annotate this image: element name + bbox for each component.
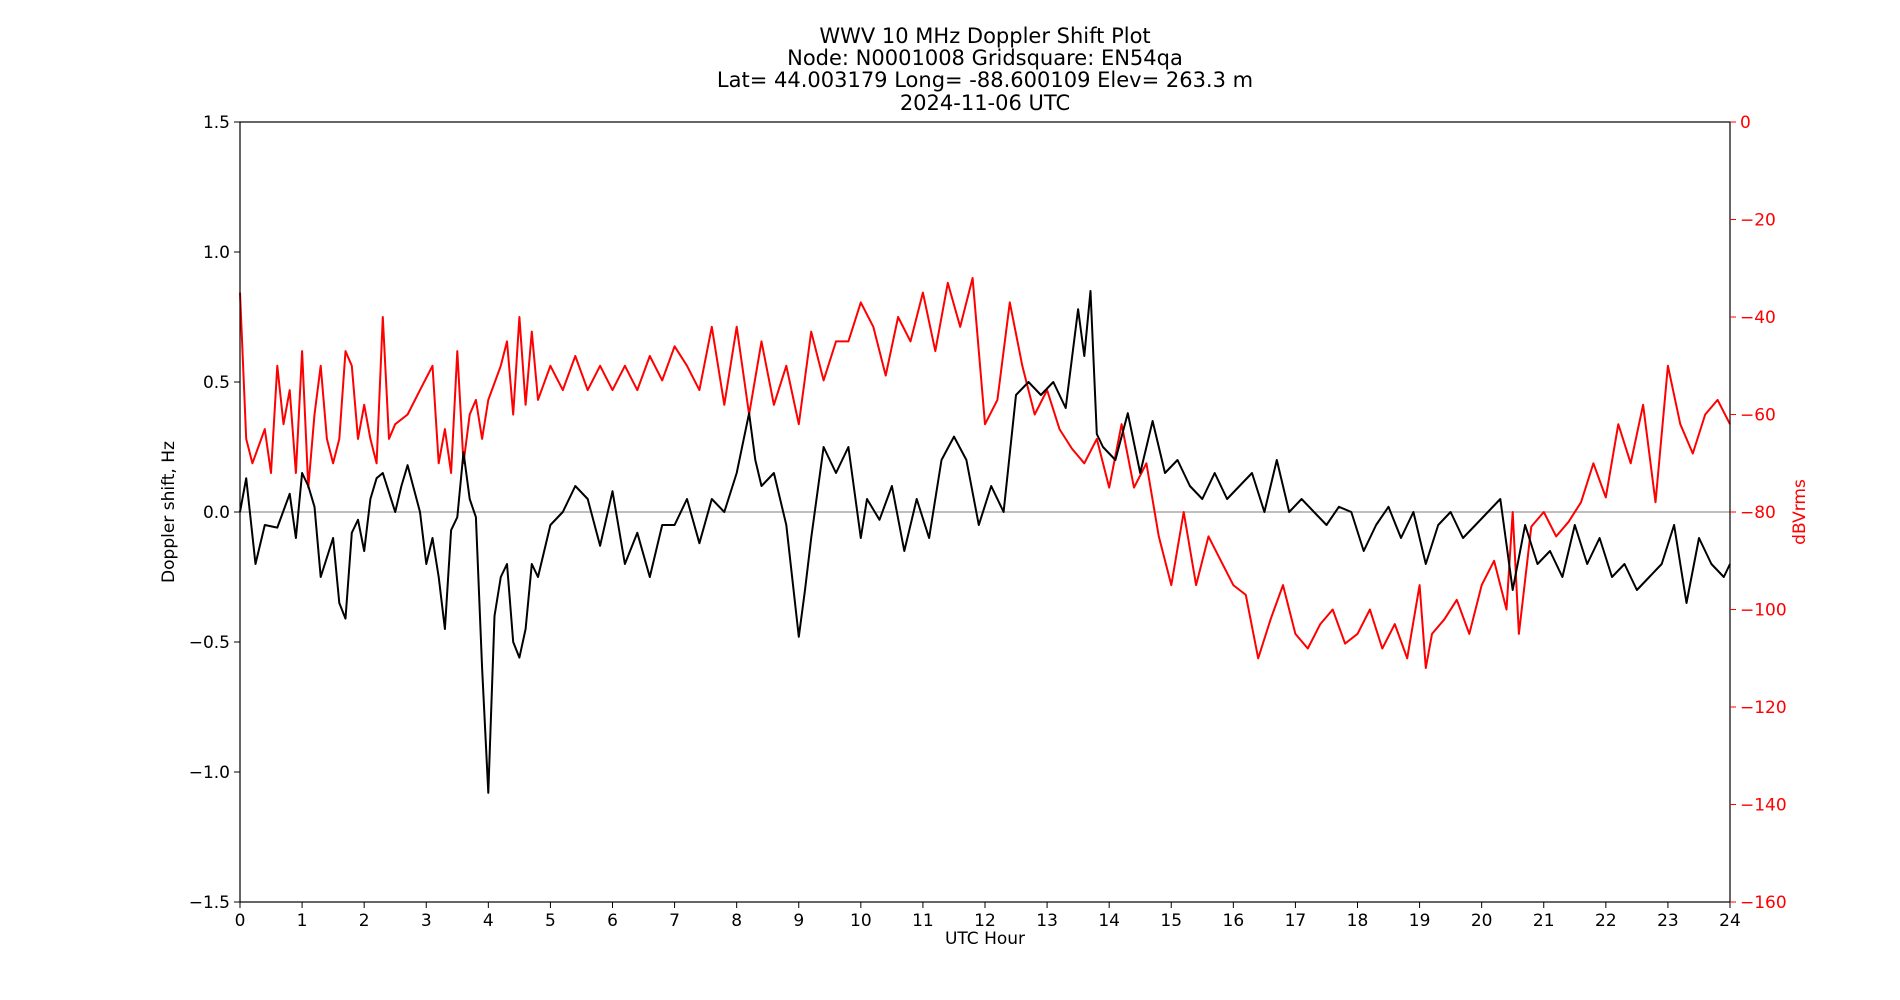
x-tick-label: 20 xyxy=(1471,911,1493,931)
left-tick-label: −1.5 xyxy=(189,893,230,913)
plot-area xyxy=(239,121,1731,903)
x-tick-label: 13 xyxy=(1036,911,1058,931)
right-tick-label: −100 xyxy=(1740,601,1787,621)
x-tick-label: 0 xyxy=(235,911,246,931)
right-axis-label: dBVrms xyxy=(1790,479,1810,545)
right-tick-label: −80 xyxy=(1740,503,1776,523)
x-tick-label: 12 xyxy=(974,911,996,931)
left-tick-label: 1.5 xyxy=(203,113,230,133)
right-tick-label: 0 xyxy=(1740,113,1751,133)
x-tick-label: 10 xyxy=(850,911,872,931)
x-tick-label: 22 xyxy=(1595,911,1617,931)
title-line-1: WWV 10 MHz Doppler Shift Plot xyxy=(819,24,1150,48)
x-tick-label: 16 xyxy=(1223,911,1245,931)
x-tick-label: 15 xyxy=(1160,911,1182,931)
x-tick-label: 14 xyxy=(1098,911,1120,931)
x-tick-label: 3 xyxy=(421,911,432,931)
x-tick-label: 8 xyxy=(731,911,742,931)
x-tick-label: 9 xyxy=(793,911,804,931)
left-tick-label: −1.0 xyxy=(189,763,230,783)
right-tick-label: −140 xyxy=(1740,796,1787,816)
x-tick-label: 24 xyxy=(1719,911,1741,931)
x-tick-label: 19 xyxy=(1409,911,1431,931)
x-tick-label: 17 xyxy=(1285,911,1307,931)
left-axis-label: Doppler shift, Hz xyxy=(159,441,179,583)
x-tick-label: 4 xyxy=(483,911,494,931)
signal-power-line xyxy=(239,277,1731,669)
x-axis-ticks: 0 1 2 3 4 5 6 7 8 9 10 11 12 13 14 15 16 17 18 19 20 21 22 23 24 xyxy=(235,902,1741,931)
x-axis-label: UTC Hour xyxy=(945,929,1025,949)
left-axis-ticks: 1.5 1.0 0.5 0.0 −0.5 −1.0 −1.5 xyxy=(189,113,240,913)
x-tick-label: 11 xyxy=(912,911,934,931)
x-tick-label: 5 xyxy=(545,911,556,931)
x-tick-label: 21 xyxy=(1533,911,1555,931)
title-line-3: Lat= 44.003179 Long= -88.600109 Elev= 26… xyxy=(717,68,1253,92)
right-tick-label: −120 xyxy=(1740,698,1787,718)
left-tick-label: 1.0 xyxy=(203,243,230,263)
x-tick-label: 18 xyxy=(1347,911,1369,931)
right-tick-label: −40 xyxy=(1740,308,1776,328)
x-tick-label: 2 xyxy=(359,911,370,931)
x-tick-label: 1 xyxy=(297,911,308,931)
left-tick-label: 0.5 xyxy=(203,373,230,393)
right-tick-label: −60 xyxy=(1740,406,1776,426)
chart-title: WWV 10 MHz Doppler Shift Plot Node: N000… xyxy=(717,24,1253,115)
right-axis-ticks: 0 −20 −40 −60 −80 −100 −120 −140 −160 xyxy=(1730,113,1787,913)
title-line-2: Node: N0001008 Gridsquare: EN54qa xyxy=(787,46,1183,70)
x-tick-label: 7 xyxy=(669,911,680,931)
right-tick-label: −160 xyxy=(1740,893,1787,913)
title-line-4: 2024-11-06 UTC xyxy=(900,91,1070,115)
x-tick-label: 6 xyxy=(607,911,618,931)
left-tick-label: −0.5 xyxy=(189,633,230,653)
x-tick-label: 23 xyxy=(1657,911,1679,931)
right-tick-label: −20 xyxy=(1740,211,1776,231)
left-tick-label: 0.0 xyxy=(203,503,230,523)
doppler-shift-line xyxy=(239,290,1731,794)
